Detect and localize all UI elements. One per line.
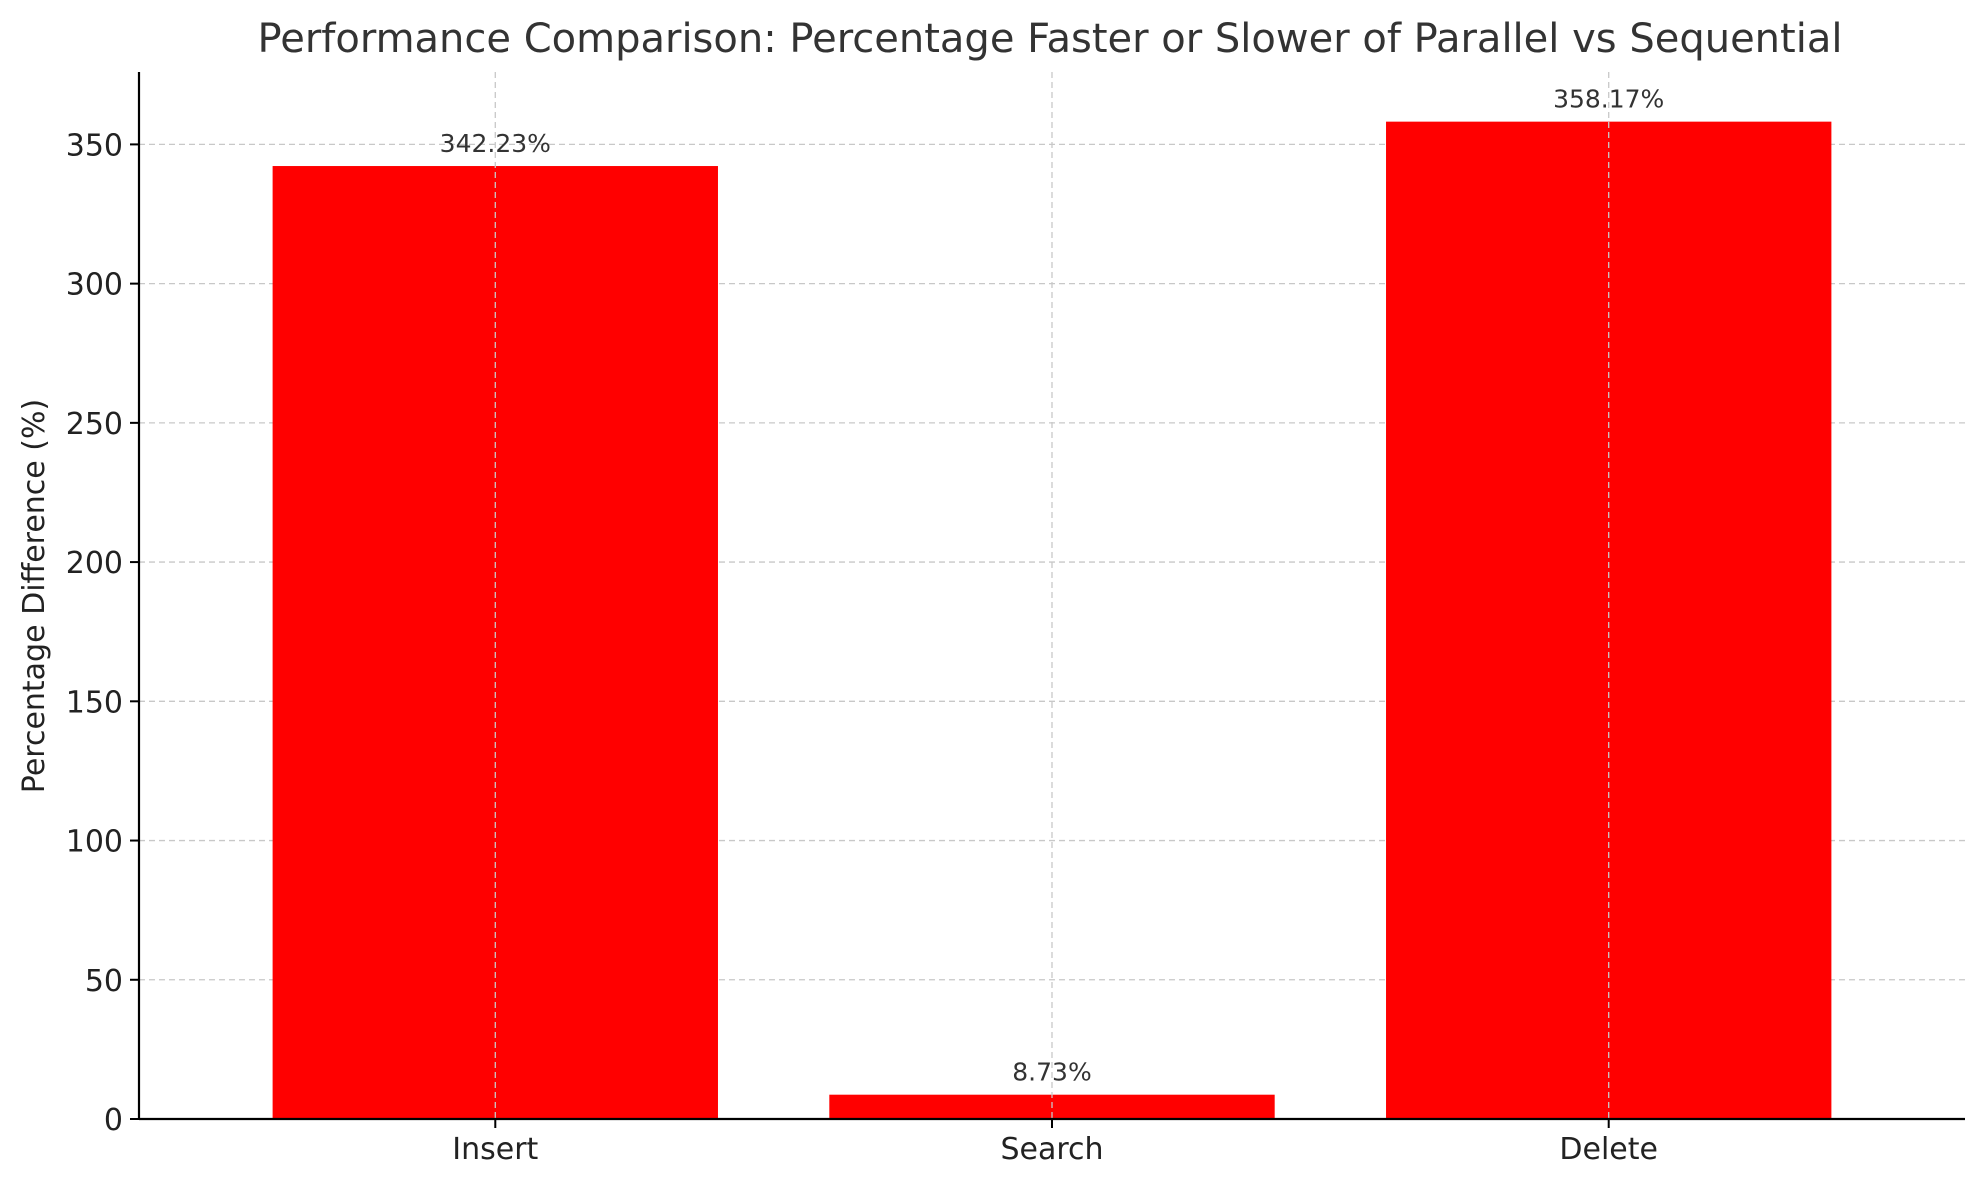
axis-layer [130, 72, 1965, 1128]
y-tick-label: 0 [104, 1103, 123, 1138]
y-tick-label: 300 [66, 268, 123, 303]
y-tick-label: 150 [66, 685, 123, 720]
bar-value-label: 342.23% [440, 129, 551, 158]
label-layer: 0 50 100 150 200 250 300 350 Insert 342.23% Search… [66, 85, 1665, 1167]
chart-title: Performance Comparison: Percentage Faste… [258, 16, 1843, 62]
bar-delete [1386, 121, 1832, 1119]
vertical-grid-layer [494, 72, 1610, 1119]
x-tick-label: Delete [1559, 1132, 1658, 1167]
x-tick-label: Insert [452, 1132, 538, 1167]
bar-value-label: 8.73% [1012, 1058, 1091, 1087]
y-axis-label: Percentage Difference (%) [17, 399, 52, 793]
y-tick-label: 50 [85, 964, 123, 999]
y-tick-label: 200 [66, 546, 123, 581]
bar-layer [272, 121, 1832, 1119]
y-tick-label: 250 [66, 407, 123, 442]
y-tick-label: 350 [66, 128, 123, 163]
x-tick-label: Search [1000, 1132, 1103, 1167]
y-tick-label: 100 [66, 825, 123, 860]
bar-value-label: 358.17% [1553, 85, 1664, 114]
